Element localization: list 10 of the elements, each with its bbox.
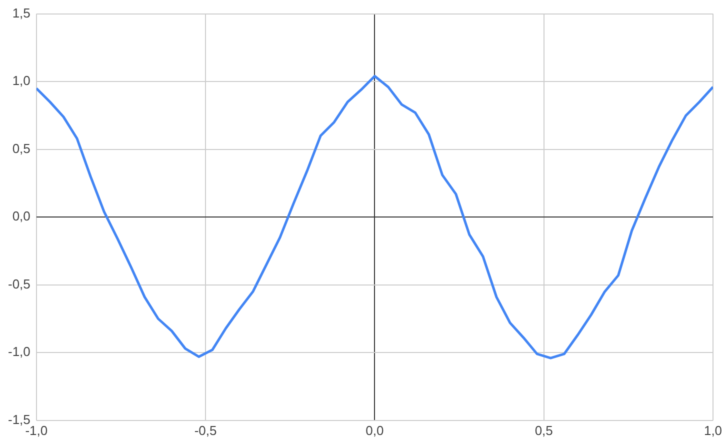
y-tick-label: 0,0	[12, 208, 30, 224]
x-tick-label: 0,0	[366, 422, 384, 438]
y-tick-label: 1,0	[12, 73, 30, 88]
x-tick-label: -0,5	[194, 422, 217, 438]
y-tick-label: -1,0	[8, 344, 30, 360]
y-tick-label: 1,5	[12, 5, 30, 20]
y-tick-label: 0,5	[12, 140, 30, 156]
x-tick-label: 0,5	[534, 422, 553, 438]
x-tick-label: 1,0	[704, 422, 722, 438]
y-tick-label: -0,5	[8, 276, 30, 292]
